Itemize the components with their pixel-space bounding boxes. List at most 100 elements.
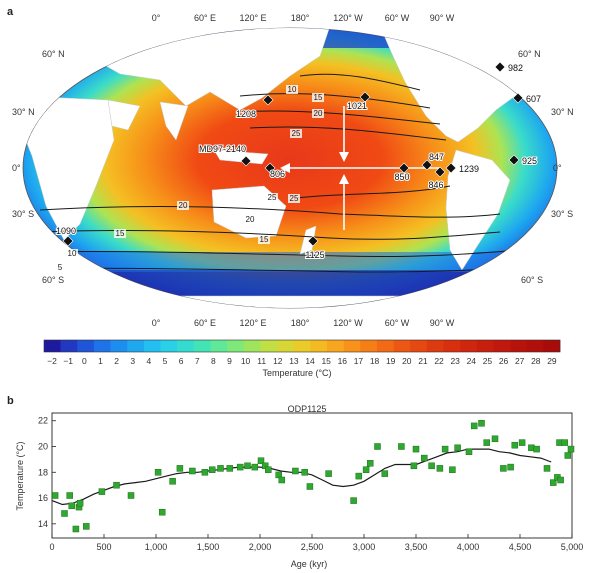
data-point bbox=[98, 488, 106, 495]
lon-bottom-label: 120° W bbox=[333, 318, 363, 328]
contour-label: 15 bbox=[260, 235, 269, 244]
colorbar-swatch bbox=[310, 340, 328, 352]
site-marker-846 bbox=[434, 166, 446, 178]
site-marker-847 bbox=[421, 159, 433, 171]
data-point bbox=[465, 448, 473, 455]
x-tick-label: 0 bbox=[49, 542, 54, 552]
isotherm-south-20 bbox=[39, 206, 501, 218]
x-tick-label: 1,500 bbox=[197, 542, 220, 552]
lon-top-label: 60° E bbox=[194, 13, 216, 23]
x-tick-label: 2,000 bbox=[249, 542, 272, 552]
contour-label-bg bbox=[266, 193, 278, 202]
site-marker-982 bbox=[494, 61, 506, 73]
colorbar-tick: 0 bbox=[82, 356, 87, 366]
data-point bbox=[410, 462, 418, 470]
colorbar-swatch bbox=[160, 340, 178, 352]
data-point bbox=[226, 465, 234, 472]
new-zealand bbox=[299, 225, 317, 255]
contour-label-bg bbox=[312, 93, 324, 102]
x-axis-label: Age (kyr) bbox=[291, 559, 328, 569]
lon-bottom-label: 0° bbox=[152, 318, 161, 328]
colorbar-swatch bbox=[44, 340, 61, 352]
colorbar-swatch bbox=[193, 340, 211, 352]
x-tick-label: 1,000 bbox=[145, 542, 168, 552]
data-point bbox=[374, 443, 381, 450]
lon-top-label: 0° bbox=[152, 13, 161, 23]
site-label-md97-2140: MD97-2140 bbox=[199, 144, 246, 154]
colorbar-tick: 10 bbox=[241, 356, 251, 366]
colorbar-swatch bbox=[543, 340, 561, 352]
colorbar-tick: 18 bbox=[370, 356, 380, 366]
data-point bbox=[301, 469, 308, 476]
site-label-850: 850 bbox=[394, 172, 409, 182]
longitude-labels-bottom: 0° 60° E 120° E 180° 120° W 60° W 90° W bbox=[152, 318, 455, 328]
panel-b-label: b bbox=[7, 395, 14, 407]
x-tick-label: 2,500 bbox=[301, 542, 324, 552]
circulation-arrows bbox=[282, 106, 440, 230]
colorbar-swatch bbox=[60, 340, 78, 352]
data-point bbox=[362, 466, 370, 473]
x-tick-label: 3,000 bbox=[353, 542, 376, 552]
colorbar-swatch bbox=[376, 340, 394, 352]
lon-top-label: 120° W bbox=[333, 13, 363, 23]
data-point bbox=[398, 443, 405, 450]
lat-left-label: 0° bbox=[12, 163, 21, 173]
site-label-982: 982 bbox=[508, 63, 523, 73]
data-point bbox=[158, 508, 166, 516]
data-point bbox=[412, 445, 420, 453]
colorbar-swatch bbox=[510, 340, 528, 352]
data-point bbox=[66, 492, 73, 499]
contour-label: 25 bbox=[290, 194, 299, 203]
colorbar-swatch bbox=[177, 340, 195, 352]
y-axis-label: Temperature (°C) bbox=[15, 441, 25, 510]
site-label-846: 846 bbox=[428, 180, 443, 190]
south-america bbox=[445, 149, 511, 271]
lat-right-label: 0° bbox=[553, 163, 562, 173]
lon-bottom-label: 180° bbox=[291, 318, 310, 328]
data-point bbox=[557, 476, 564, 484]
site-label-1239: 1239 bbox=[459, 164, 479, 174]
lon-top-label: 60° W bbox=[385, 13, 410, 23]
data-point bbox=[533, 445, 540, 453]
data-point bbox=[500, 465, 507, 472]
contour-label: 20 bbox=[314, 109, 323, 118]
lon-top-label: 180° bbox=[291, 13, 310, 23]
contour-label-bg bbox=[114, 229, 126, 238]
lon-bottom-label: 60° W bbox=[385, 318, 410, 328]
site-label-847: 847 bbox=[429, 152, 444, 162]
site-marker-1239 bbox=[445, 162, 457, 174]
data-point bbox=[511, 441, 519, 449]
contour-label: 10 bbox=[68, 249, 77, 258]
southern-cool-band bbox=[23, 252, 557, 272]
lat-right-label: 30° N bbox=[551, 107, 574, 117]
data-point bbox=[449, 466, 456, 473]
data-point bbox=[428, 462, 435, 470]
data-point bbox=[543, 465, 551, 472]
colorbar-swatch bbox=[143, 340, 161, 352]
sst-map: 10 15 20 25 25 20 15 10 5 15 20 25 982 607 1021 1208 MD… bbox=[22, 27, 558, 309]
data-point bbox=[169, 478, 176, 485]
data-point bbox=[251, 463, 259, 471]
data-point bbox=[51, 492, 59, 499]
contour-label: 20 bbox=[246, 215, 255, 224]
colorbar-swatch bbox=[493, 340, 511, 352]
colorbar-tick: 16 bbox=[338, 356, 348, 366]
lat-left-label: 30° N bbox=[12, 107, 35, 117]
colorbar-tick: 26 bbox=[499, 356, 509, 366]
arrow-heads bbox=[280, 152, 349, 184]
lat-right-label: 60° N bbox=[518, 49, 541, 59]
colorbar-tick: −2 bbox=[47, 356, 57, 366]
data-point bbox=[325, 470, 332, 477]
smooth-fit-line bbox=[51, 448, 552, 506]
colorbar-tick: 28 bbox=[531, 356, 541, 366]
data-point bbox=[550, 479, 557, 486]
data-point bbox=[217, 465, 224, 472]
data-point bbox=[176, 465, 184, 472]
site-marker-1208 bbox=[262, 94, 274, 106]
arrow-north-head bbox=[339, 152, 349, 162]
data-point bbox=[381, 470, 389, 477]
data-point bbox=[127, 492, 135, 499]
contour-label-bg bbox=[286, 85, 298, 94]
isotherm-north-25 bbox=[249, 126, 447, 141]
arabia bbox=[107, 99, 141, 131]
